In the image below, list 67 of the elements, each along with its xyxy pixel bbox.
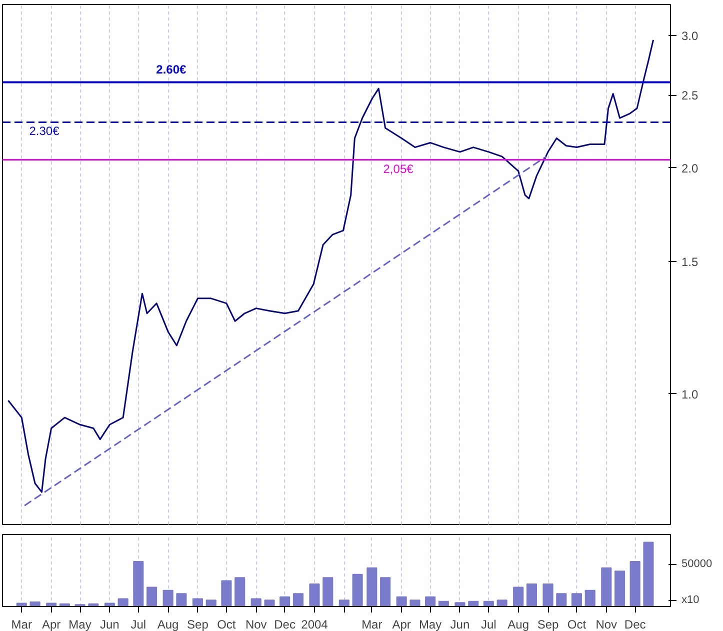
x-tick-label: Jun	[450, 618, 470, 631]
x-tick-label: Nov	[596, 618, 618, 631]
ref-line-label: 2,05€	[383, 162, 414, 176]
x-tick-label: Mar	[11, 618, 32, 631]
bar	[250, 598, 262, 606]
line-series	[7, 39, 654, 493]
bar	[643, 542, 654, 606]
bar	[352, 574, 363, 606]
bar	[513, 586, 524, 606]
bar	[556, 593, 567, 606]
x-tick-label: Nov	[245, 618, 267, 631]
bar	[366, 567, 378, 606]
bar	[584, 590, 596, 606]
bar	[146, 586, 158, 606]
bar	[542, 584, 554, 606]
bar	[425, 596, 436, 606]
x-tick-label: Jul	[130, 618, 146, 631]
bar	[380, 577, 391, 606]
bar	[206, 600, 216, 606]
y-tick-label: 1.5	[682, 255, 699, 270]
bar	[601, 567, 612, 606]
x-tick-label: Aug	[157, 618, 179, 631]
x-tick-label: Oct	[567, 618, 587, 631]
bar	[571, 593, 582, 606]
bar	[322, 577, 334, 606]
y-tick-label: 1.0	[682, 387, 699, 402]
ref-line-label: 2.30€	[29, 124, 60, 138]
x-tick-label: 2004	[301, 618, 328, 631]
bar	[133, 561, 144, 606]
y-tick-label: 2.0	[682, 161, 699, 176]
bar	[614, 570, 626, 606]
x-tick-label: Mar	[362, 618, 382, 631]
x-tick-label: Sep	[187, 618, 209, 631]
bar	[630, 561, 640, 606]
ref-line-label: 2.60€	[156, 62, 186, 76]
x-tick-label: Aug	[508, 618, 530, 631]
bar	[338, 600, 350, 606]
bar	[410, 600, 420, 606]
bar	[30, 602, 40, 606]
x-tick-label: Sep	[537, 618, 560, 631]
x-tick-label: May	[68, 618, 92, 631]
x-tick-label: Apr	[392, 618, 411, 631]
bar	[118, 598, 128, 606]
x-tick-label: May	[418, 618, 442, 631]
bar	[496, 600, 508, 606]
bar	[221, 580, 232, 606]
x-tick-label: Dec	[274, 618, 296, 631]
x-tick-label: Oct	[217, 618, 236, 631]
bar	[292, 593, 304, 606]
bar	[280, 596, 290, 606]
x-tick-label: Jul	[480, 618, 496, 631]
text: 50000	[682, 558, 712, 570]
bar	[192, 598, 204, 606]
x-tick-label: Dec	[624, 618, 646, 631]
x-tick-label: Apr	[42, 618, 61, 631]
bar	[396, 596, 407, 606]
bar	[526, 584, 538, 606]
bar	[264, 600, 275, 606]
bar	[309, 584, 320, 606]
text: x10	[682, 594, 700, 606]
bar	[176, 593, 187, 606]
x-tick-label: Jun	[100, 618, 120, 631]
bar	[162, 590, 174, 606]
y-tick-label: 2.5	[682, 88, 699, 103]
bar	[454, 602, 466, 606]
y-tick-label: 3.0	[682, 29, 699, 44]
bar	[234, 577, 246, 606]
